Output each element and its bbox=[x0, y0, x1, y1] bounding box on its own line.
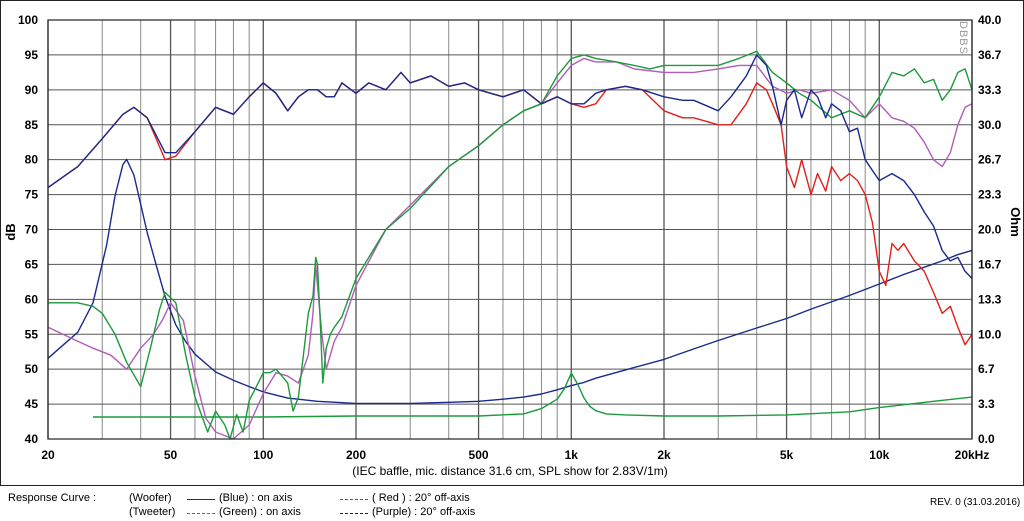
series-lines bbox=[47, 50, 973, 440]
revision-note: REV. 0 (31.03.2016) bbox=[930, 497, 1021, 508]
x-tick-label: 10k bbox=[869, 448, 889, 462]
y-right-tick-label: 36.7 bbox=[978, 48, 1002, 62]
watermark: DBBS bbox=[957, 21, 969, 55]
y-left-tick-label: 70 bbox=[25, 223, 39, 237]
x-tick-label: 1k bbox=[565, 448, 579, 462]
legend-woofer: (Woofer) bbox=[129, 492, 172, 504]
legend-tweeter: (Tweeter) bbox=[129, 506, 176, 518]
y-right-tick-label: 0.0 bbox=[978, 432, 995, 446]
legend-red: ( Red ) : 20° off-axis bbox=[372, 492, 470, 504]
y-axis-right-label: Ohm bbox=[1008, 207, 1023, 237]
x-axis-labels: 20 50 100 200 500 1k 2k 5k 10k 20kHz bbox=[41, 448, 989, 462]
y-right-tick-label: 10.0 bbox=[978, 327, 1002, 341]
x-tick-label: 20kHz bbox=[955, 448, 990, 462]
y-right-tick-label: 13.3 bbox=[978, 292, 1002, 306]
legend-swatch-red bbox=[340, 499, 368, 500]
y-right-tick-label: 6.7 bbox=[978, 362, 995, 376]
legend-green: (Green) : on axis bbox=[219, 506, 301, 518]
y-left-tick-label: 55 bbox=[25, 327, 39, 341]
series-line bbox=[47, 158, 973, 405]
y-left-tick-label: 60 bbox=[25, 292, 39, 306]
legend-swatch-blue bbox=[187, 499, 215, 500]
legend-swatch-green bbox=[187, 513, 215, 514]
legend-blue: (Blue) : on axis bbox=[219, 492, 293, 504]
x-tick-label: 100 bbox=[253, 448, 273, 462]
grid bbox=[47, 19, 973, 440]
y-left-tick-label: 50 bbox=[25, 362, 39, 376]
y-left-tick-label: 40 bbox=[25, 432, 39, 446]
legend-title: Response Curve : bbox=[8, 492, 97, 504]
chart-frame bbox=[0, 0, 1024, 486]
y-left-tick-label: 65 bbox=[25, 257, 39, 271]
y-left-tick-label: 90 bbox=[25, 83, 39, 97]
plot-area-border bbox=[47, 19, 973, 440]
x-tick-label: 20 bbox=[41, 448, 55, 462]
legend-swatch-purple bbox=[340, 513, 368, 514]
series-line bbox=[48, 50, 973, 440]
y-right-tick-label: 33.3 bbox=[978, 83, 1002, 97]
y-axis-left-label: dB bbox=[3, 223, 18, 240]
y-right-tick-label: 20.0 bbox=[978, 223, 1002, 237]
y-left-tick-label: 95 bbox=[25, 48, 39, 62]
y-right-tick-label: 40.0 bbox=[978, 13, 1002, 27]
series-line bbox=[47, 57, 973, 440]
y-left-tick-label: 85 bbox=[25, 118, 39, 132]
y-right-tick-label: 3.3 bbox=[978, 397, 995, 411]
y-axis-labels: 100 95 90 85 80 75 70 65 60 55 50 45 40 40.0 36.7 33.3 3… bbox=[18, 13, 1002, 446]
y-left-tick-label: 75 bbox=[25, 188, 39, 202]
series-line bbox=[47, 71, 973, 346]
y-right-tick-label: 16.7 bbox=[978, 257, 1002, 271]
y-right-tick-label: 30.0 bbox=[978, 118, 1002, 132]
x-tick-label: 5k bbox=[780, 448, 794, 462]
series-line bbox=[47, 54, 973, 279]
x-tick-label: 500 bbox=[469, 448, 489, 462]
x-tick-label: 200 bbox=[346, 448, 366, 462]
y-right-tick-label: 26.7 bbox=[978, 153, 1002, 167]
x-axis-caption: (IEC baffle, mic. distance 31.6 cm, SPL … bbox=[352, 464, 667, 478]
y-left-tick-label: 80 bbox=[25, 153, 39, 167]
y-left-tick-label: 45 bbox=[25, 397, 39, 411]
y-left-tick-label: 100 bbox=[18, 13, 38, 27]
legend-purple: (Purple) : 20° off-axis bbox=[372, 506, 476, 518]
x-tick-label: 50 bbox=[164, 448, 178, 462]
series-line bbox=[93, 372, 973, 418]
y-right-tick-label: 23.3 bbox=[978, 188, 1002, 202]
x-tick-label: 2k bbox=[657, 448, 671, 462]
